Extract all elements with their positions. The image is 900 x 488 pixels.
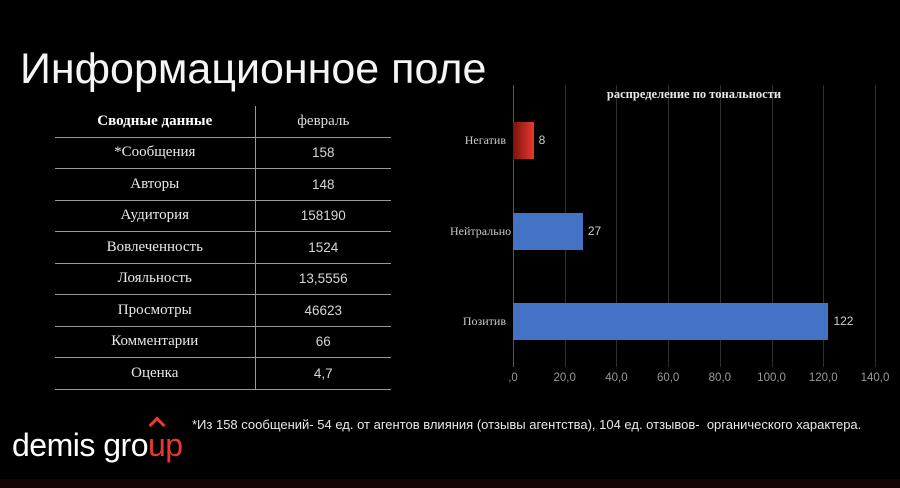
table-row: Лояльность 13,5556	[55, 263, 391, 295]
bar-negative	[513, 122, 534, 159]
bar-value-positive: 122	[833, 314, 854, 328]
category-label-neutral: Нейтрально	[450, 224, 512, 238]
x-tick-label: 80,0	[708, 372, 732, 384]
table-row: Просмотры 46623	[55, 294, 391, 327]
bar-row-positive: Позитив 122	[450, 303, 895, 340]
chart-gridline	[771, 85, 773, 367]
bar-neutral	[513, 213, 583, 250]
summary-data-table: Сводные данные февраль *Сообщения 158 Ав…	[55, 106, 391, 390]
x-tick-label: ,0	[508, 372, 518, 384]
chart-plot: распределение по тональности Негатив 8 Н…	[450, 85, 895, 395]
table-row: *Сообщения 158	[55, 137, 391, 169]
bar-value-neutral: 27	[587, 224, 602, 238]
category-label-negative: Негатив	[464, 133, 506, 147]
x-tick-label: 20,0	[553, 372, 576, 384]
logo-letter-p: p	[165, 427, 183, 463]
bar-row-negative: Негатив 8	[450, 122, 895, 159]
tonality-bar-chart: распределение по тональности Негатив 8 Н…	[450, 85, 895, 395]
row-value: 158	[255, 137, 391, 169]
row-label: Просмотры	[55, 294, 256, 327]
table-header-row: Сводные данные февраль	[55, 106, 391, 138]
row-label: Комментарии	[55, 326, 256, 358]
row-value: 13,5556	[255, 263, 391, 295]
row-value: 46623	[255, 294, 391, 327]
bar-row-neutral: Нейтрально 27	[450, 213, 895, 250]
chart-title: распределение по тональности	[606, 87, 782, 101]
table-row: Комментарии 66	[55, 326, 391, 358]
row-label: Лояльность	[55, 263, 256, 295]
table-row: Аудитория 158190	[55, 200, 391, 232]
table-row: Авторы 148	[55, 168, 391, 201]
chart-gridline	[668, 85, 670, 367]
chart-gridline	[823, 85, 825, 367]
chart-gridline	[875, 85, 876, 367]
x-tick-label: 100,0	[757, 372, 786, 384]
row-label: Аудитория	[55, 200, 256, 232]
category-label-positive: Позитив	[462, 314, 506, 328]
demis-group-logo: demis gro up	[12, 416, 183, 464]
table-header-month: февраль	[255, 106, 391, 138]
bottom-accent-strip	[0, 479, 900, 488]
row-value: 66	[255, 326, 391, 358]
x-tick-label: 60,0	[656, 372, 680, 384]
page-title: Информационное поле	[20, 44, 487, 93]
footnote-text: *Из 158 сообщений- 54 ед. от агентов вли…	[192, 417, 862, 432]
row-value: 4,7	[255, 357, 391, 390]
x-tick-label: 120,0	[808, 372, 838, 384]
row-label: Вовлеченность	[55, 231, 256, 264]
row-value: 148	[255, 168, 391, 201]
chart-gridline	[719, 85, 721, 367]
table-header-metric: Сводные данные	[55, 106, 256, 138]
x-tick-label: 140,0	[860, 372, 890, 384]
table-row: Вовлеченность 1524	[55, 231, 391, 264]
table-row: Оценка 4,7	[55, 357, 391, 390]
logo-letter-u: u	[148, 416, 166, 464]
row-label: *Сообщения	[55, 137, 256, 169]
bar-positive	[513, 303, 829, 340]
bar-value-negative: 8	[538, 133, 546, 147]
row-value: 1524	[255, 231, 391, 264]
row-value: 158190	[255, 200, 391, 232]
logo-text-white: demis gro	[12, 427, 149, 463]
x-tick-label: 40,0	[605, 372, 628, 384]
chart-gridline	[616, 85, 618, 367]
row-label: Оценка	[55, 357, 256, 390]
row-label: Авторы	[55, 168, 256, 201]
